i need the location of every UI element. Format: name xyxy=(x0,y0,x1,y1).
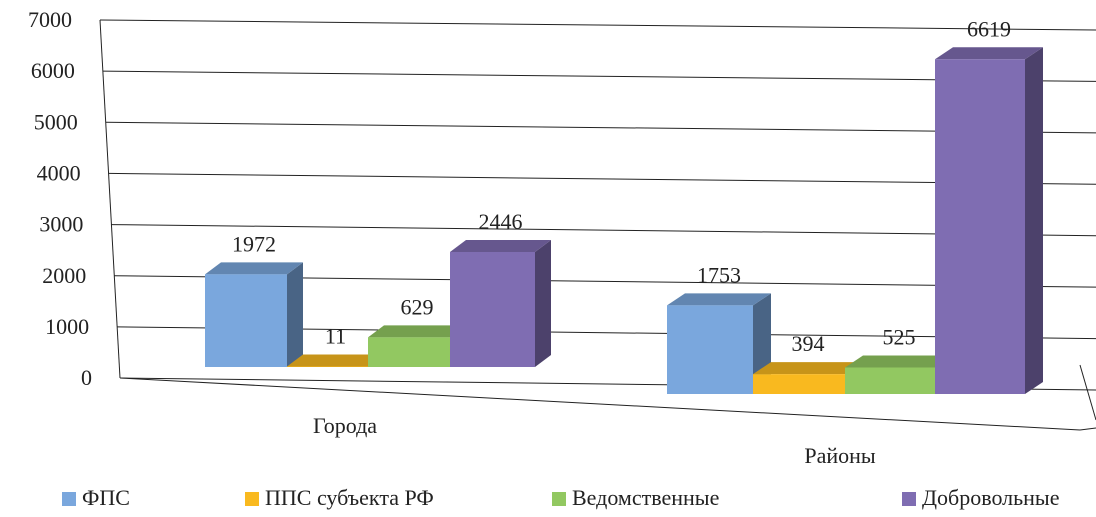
value-label: 6619 xyxy=(967,16,1011,41)
bar-face xyxy=(845,355,953,368)
legend-label: ФПС xyxy=(82,485,130,510)
bar-face xyxy=(935,59,1025,395)
x-tick-label: Районы xyxy=(804,443,876,468)
bar xyxy=(935,47,1043,395)
y-tick-label: 7000 xyxy=(28,7,72,32)
value-label: 629 xyxy=(401,294,434,319)
floor-edge xyxy=(1079,427,1096,431)
bar-face xyxy=(753,374,845,394)
bar-face xyxy=(450,252,535,367)
legend-swatch xyxy=(245,492,259,506)
bar-face xyxy=(450,240,551,253)
bar-face xyxy=(535,240,551,367)
bar-face xyxy=(667,305,753,394)
value-label: 11 xyxy=(325,324,346,349)
bar xyxy=(450,240,551,367)
bar-face xyxy=(287,262,303,367)
x-tick-label: Города xyxy=(313,413,377,438)
y-tick-label: 3000 xyxy=(39,212,83,237)
grid-line xyxy=(102,70,1096,82)
y-tick-label: 6000 xyxy=(31,58,75,83)
bar-face xyxy=(753,362,863,375)
y-tick-label: 5000 xyxy=(34,109,78,134)
grid-line xyxy=(111,224,1096,237)
legend-label: ППС субъекта РФ xyxy=(265,485,434,510)
y-tick-label: 1000 xyxy=(45,314,89,339)
value-label: 1753 xyxy=(697,262,741,287)
legend-label: Ведомственные xyxy=(572,485,719,510)
y-tick-label: 2000 xyxy=(42,263,86,288)
bar-face xyxy=(845,367,935,394)
bar-face xyxy=(368,337,450,367)
bar-face xyxy=(287,354,384,367)
bar-face xyxy=(205,262,303,275)
legend-label: Добровольные xyxy=(922,485,1059,510)
bar-face xyxy=(368,325,466,338)
legend-swatch xyxy=(552,492,566,506)
grid-line xyxy=(105,121,1096,134)
bar-face xyxy=(935,47,1043,60)
value-label: 2446 xyxy=(479,209,523,234)
grid-line xyxy=(99,19,1096,31)
floor-edge xyxy=(1079,364,1096,421)
y-tick-label: 0 xyxy=(81,365,92,390)
wall-edge xyxy=(99,19,121,379)
legend-swatch xyxy=(902,492,916,506)
value-label: 525 xyxy=(883,324,916,349)
legend-swatch xyxy=(62,492,76,506)
value-label: 1972 xyxy=(232,231,276,256)
grid-line xyxy=(108,172,1096,185)
bar-face xyxy=(1025,47,1043,395)
bar xyxy=(205,262,303,367)
floor-edge xyxy=(119,377,1081,431)
value-label: 394 xyxy=(792,331,825,356)
y-tick-label: 4000 xyxy=(37,160,81,185)
bar-face xyxy=(287,366,368,367)
bar-face xyxy=(667,293,771,306)
bar-face xyxy=(205,274,287,367)
